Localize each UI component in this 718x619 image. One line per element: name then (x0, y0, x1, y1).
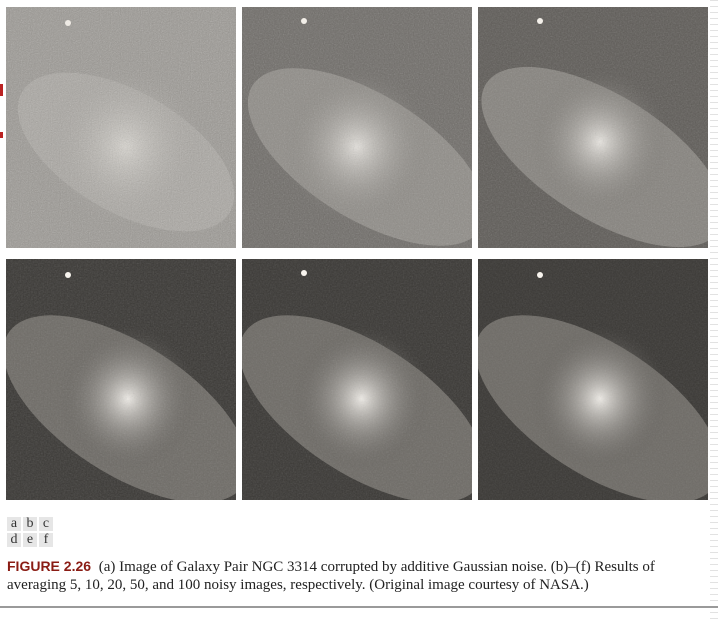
panel-letter-f: f (39, 533, 53, 547)
panel-letter-e: e (23, 533, 37, 547)
image-grid (6, 7, 712, 501)
panel-a-image (6, 7, 236, 248)
margin-mark (0, 132, 3, 138)
margin-mark (0, 84, 3, 96)
figure-caption: FIGURE 2.26 (a) Image of Galaxy Pair NGC… (7, 557, 713, 594)
page-divider (0, 606, 718, 608)
panel-letter-d: d (7, 533, 21, 547)
page-ruler (710, 0, 718, 619)
caption-text: (a) Image of Galaxy Pair NGC 3314 corrup… (7, 559, 655, 593)
panel-d-image (6, 259, 236, 500)
panel-e-image (242, 259, 472, 500)
panel-letter-a: a (7, 517, 21, 531)
panel-letter-c: c (39, 517, 53, 531)
panel-c-image (478, 7, 708, 248)
panel-b-image (242, 7, 472, 248)
figure-number: FIGURE 2.26 (7, 558, 92, 574)
panel-letter-b: b (23, 517, 37, 531)
panel-letter-key: a b c d e f (7, 517, 55, 549)
panel-f-image (478, 259, 708, 500)
